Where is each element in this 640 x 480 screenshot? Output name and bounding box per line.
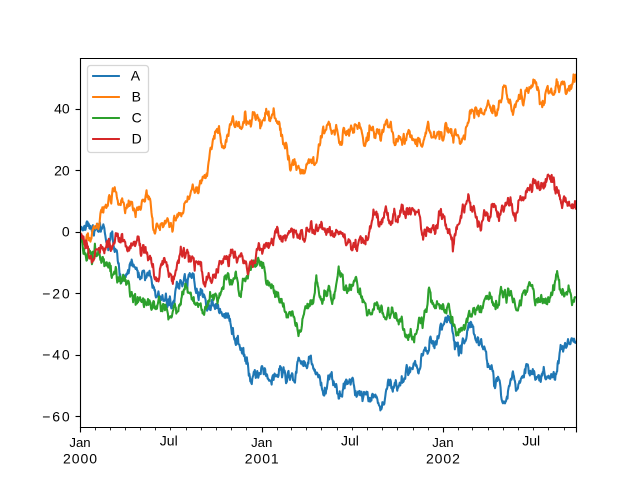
svg-text:Jul: Jul	[160, 433, 178, 449]
svg-text:−60: −60	[42, 409, 70, 425]
svg-text:−40: −40	[42, 347, 70, 363]
svg-text:D: D	[132, 131, 142, 147]
svg-text:C: C	[132, 110, 142, 126]
svg-text:0: 0	[62, 224, 70, 240]
svg-text:Jul: Jul	[341, 433, 359, 449]
svg-text:20: 20	[54, 163, 70, 179]
svg-text:2002: 2002	[426, 451, 460, 467]
svg-text:Jan: Jan	[69, 435, 90, 450]
svg-text:A: A	[131, 68, 141, 84]
svg-text:2001: 2001	[245, 451, 279, 467]
svg-text:Jul: Jul	[522, 433, 540, 449]
svg-text:B: B	[132, 89, 141, 105]
svg-text:Jan: Jan	[432, 435, 453, 450]
svg-text:2000: 2000	[63, 451, 97, 467]
svg-text:40: 40	[54, 101, 70, 117]
svg-text:−20: −20	[42, 286, 70, 302]
svg-text:Jan: Jan	[251, 435, 272, 450]
